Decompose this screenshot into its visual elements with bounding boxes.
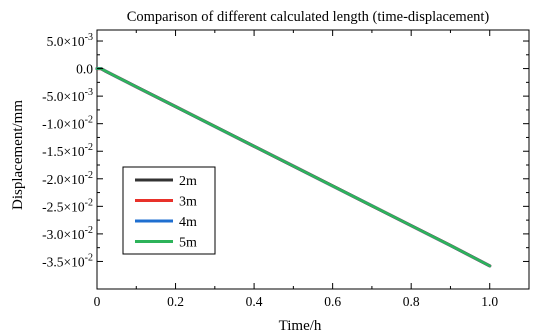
legend: 2m 3m 4m 5m: [122, 166, 216, 255]
axes-layer: 0 0.2 0.4 0.6 0.8 1.0 5.0×10-3 0.0 -5.0×10-3 -1.0…: [42, 30, 530, 309]
series-layer: [95, 66, 492, 268]
y-tick-label: -1.5×10-2: [42, 142, 93, 159]
x-tick-label: 0.2: [167, 294, 184, 309]
plot-frame: [96, 29, 530, 290]
legend-label-2m: 2m: [179, 174, 197, 189]
legend-label-4m: 4m: [179, 215, 197, 230]
x-tick-label: 1.0: [481, 294, 498, 309]
x-tick-label: 0: [94, 294, 101, 309]
y-tick-label: -5.0×10-3: [42, 87, 93, 104]
series-line-5m: [95, 67, 492, 268]
y-tick-label: -2.5×10-2: [42, 197, 93, 214]
x-tick-label: 0.6: [324, 294, 341, 309]
y-tick-label: -1.0×10-2: [42, 115, 93, 132]
x-tick-label: 0.4: [246, 294, 263, 309]
plot-border: [96, 29, 530, 290]
y-axis-label: Displacement/mm: [10, 100, 26, 210]
y-tick-label: 0.0: [76, 62, 93, 77]
legend-label-3m: 3m: [179, 195, 197, 210]
x-axis-label: Time/h: [279, 318, 322, 334]
x-tick-label: 0.8: [403, 294, 420, 309]
y-tick-label: 5.0×10-3: [47, 32, 93, 49]
y-tick-label: -3.0×10-2: [42, 225, 93, 242]
legend-label-5m: 5m: [179, 236, 197, 251]
chart-title: Comparison of different calculated lengt…: [127, 9, 490, 25]
y-tick-label: -3.5×10-2: [42, 252, 93, 269]
y-tick-label: -2.0×10-2: [42, 170, 93, 187]
